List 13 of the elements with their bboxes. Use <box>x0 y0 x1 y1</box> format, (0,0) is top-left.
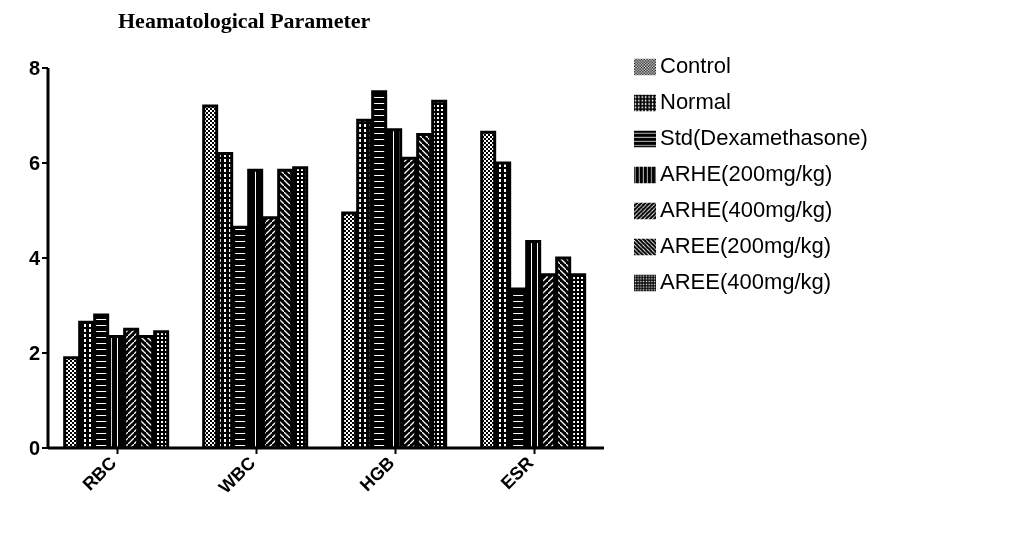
y-tick-label: 6 <box>28 152 40 175</box>
y-tick-label: 2 <box>28 342 40 365</box>
legend-label: Normal <box>660 89 731 114</box>
y-tick-label: 4 <box>28 247 41 270</box>
legend-label: AREE(200mg/kg) <box>660 233 832 258</box>
y-tick-label: 0 <box>28 437 40 460</box>
legend-label: Control <box>660 53 731 78</box>
legend-label: ARHE(200mg/kg) <box>660 161 833 186</box>
legend-label: ARHE(400mg/kg) <box>660 197 833 222</box>
y-tick-label: 8 <box>28 57 40 80</box>
legend-label: AREE(400mg/kg) <box>660 269 832 294</box>
chart-title: Heamatological Parameter <box>118 8 372 35</box>
legend-label: Std(Dexamethasone) <box>660 125 868 150</box>
